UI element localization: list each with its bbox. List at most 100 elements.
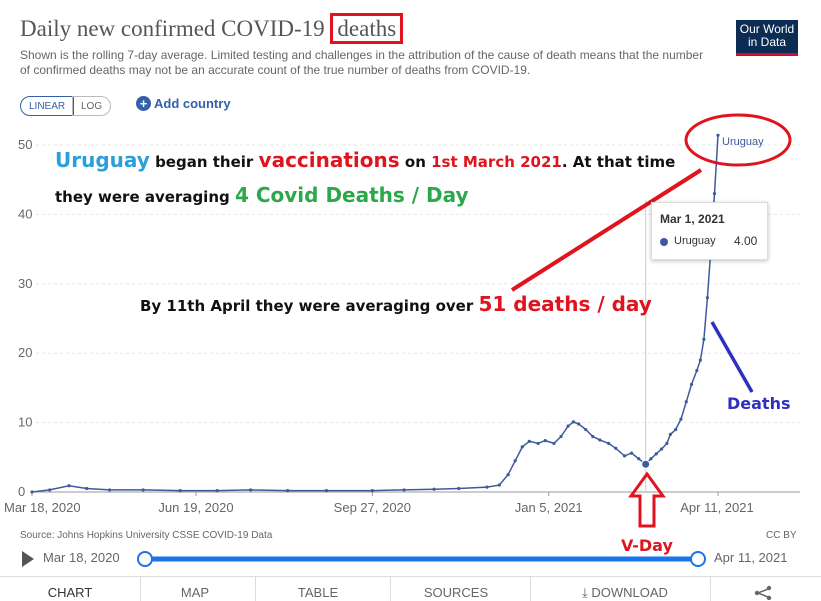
license-link[interactable]: CC BY [766, 530, 797, 541]
ann-on: on [404, 153, 426, 171]
data-point [702, 337, 706, 341]
y-tick-labels: 0 10 20 30 40 50 [18, 137, 32, 499]
tab-separator [530, 577, 531, 601]
data-point [485, 485, 489, 489]
data-point [215, 489, 219, 493]
ann-4-deaths: 4 Covid Deaths / Day [234, 183, 469, 207]
deaths-label: Deaths [727, 394, 791, 413]
data-point [497, 483, 501, 487]
data-point [107, 488, 112, 492]
data-point [48, 488, 52, 492]
data-point [654, 452, 658, 456]
ann-vaccinations: vaccinations [258, 148, 400, 172]
data-point [695, 368, 699, 373]
data-point [674, 427, 678, 432]
tab-download-label: DOWNLOAD [591, 585, 668, 600]
data-point [705, 296, 710, 300]
data-point [85, 486, 89, 491]
tab-separator [255, 577, 256, 601]
ann-51-deaths: 51 deaths / day [478, 292, 652, 316]
x-tick-label: Mar 18, 2020 [4, 500, 81, 515]
x-tick-labels: Mar 18, 2020 Jun 19, 2020 Sep 27, 2020 Jan … [4, 492, 754, 515]
play-icon [22, 551, 34, 567]
timeline-start-date: Mar 18, 2020 [43, 550, 120, 565]
data-point [584, 427, 588, 432]
data-point [249, 488, 253, 492]
log-scale-toggle[interactable]: LOG [72, 96, 112, 116]
annotation-line-1: Uruguay began their vaccinations on 1st … [55, 148, 675, 172]
y-tick-label: 50 [18, 137, 32, 152]
data-point [607, 441, 611, 446]
data-point [668, 432, 672, 436]
data-point [506, 473, 510, 477]
title-highlight-deaths: deaths [330, 13, 404, 44]
plus-icon: + [136, 96, 151, 111]
y-tick-label: 30 [18, 276, 32, 291]
data-point [566, 424, 570, 428]
data-point [614, 446, 618, 450]
share-icon-dot3 [766, 595, 772, 600]
logo-line1: Our World [739, 22, 795, 36]
timeline-start-handle [137, 551, 153, 567]
tooltip-series: Uruguay [674, 235, 716, 247]
data-point [324, 489, 329, 493]
x-tick-label: Sep 27, 2020 [334, 500, 411, 515]
series-points [30, 133, 720, 494]
vday-label: V-Day [621, 536, 673, 555]
tooltip-date: Mar 1, 2021 [660, 212, 725, 226]
data-point [712, 191, 717, 196]
y-tick-label: 10 [18, 415, 32, 430]
title-text: Daily new confirmed COVID-19 [20, 16, 325, 41]
y-tick-label: 20 [18, 345, 32, 360]
data-point [629, 451, 634, 455]
data-point [577, 422, 581, 426]
data-point [659, 447, 664, 451]
chart-subtitle: Shown is the rolling 7-day average. Limi… [20, 48, 704, 77]
timeline-end-handle [690, 551, 706, 567]
ann-began: began their [155, 153, 254, 171]
data-point [698, 358, 702, 362]
annotation-line-3: By 11th April they were averaging over 5… [140, 292, 652, 316]
tab-download[interactable]: ⤓ DOWNLOAD [570, 585, 680, 601]
tooltip-series-dot [660, 238, 668, 246]
logo-line2: in Data [747, 35, 787, 49]
ann-averaging: they were averaging [55, 188, 230, 206]
tab-sources[interactable]: SOURCES [423, 585, 489, 600]
ann-date: 1st March 2021 [431, 153, 562, 171]
share-icon-dot1 [754, 590, 760, 596]
highlight-point [641, 459, 651, 469]
tab-chart[interactable]: CHART [47, 585, 93, 600]
data-point [543, 439, 547, 443]
data-point [513, 459, 517, 463]
data-point [457, 486, 461, 491]
blue-arrow-line [710, 321, 754, 393]
data-point [30, 490, 34, 494]
data-point [716, 133, 720, 137]
timeline-end-date: Apr 11, 2021 [714, 550, 788, 565]
annotation-line-2: they were averaging 4 Covid Deaths / Day [55, 183, 469, 207]
data-point [684, 400, 688, 404]
data-point [527, 439, 531, 443]
data-point [67, 484, 71, 488]
ann-uruguay: Uruguay [55, 148, 150, 172]
tab-separator [140, 577, 141, 601]
data-point [559, 434, 563, 439]
data-point [552, 441, 556, 446]
data-point [402, 488, 406, 492]
source-note[interactable]: Source: Johns Hopkins University CSSE CO… [20, 530, 273, 541]
data-point [622, 454, 627, 458]
data-point [679, 417, 683, 421]
data-point [571, 420, 575, 424]
tab-table[interactable]: TABLE [297, 585, 339, 600]
data-point [432, 487, 436, 491]
series-end-label: Uruguay [722, 136, 764, 148]
owid-logo[interactable]: Our World in Data [736, 20, 798, 56]
chart-title: Daily new confirmed COVID-19 deaths [20, 13, 404, 44]
x-tick-label: Jan 5, 2021 [515, 500, 583, 515]
tab-map[interactable]: MAP [180, 585, 210, 600]
ann-end: . At that time [561, 153, 676, 171]
add-country-button[interactable]: + Add country [136, 96, 231, 111]
y-tick-label: 0 [18, 484, 25, 499]
y-tick-label: 40 [18, 206, 32, 221]
